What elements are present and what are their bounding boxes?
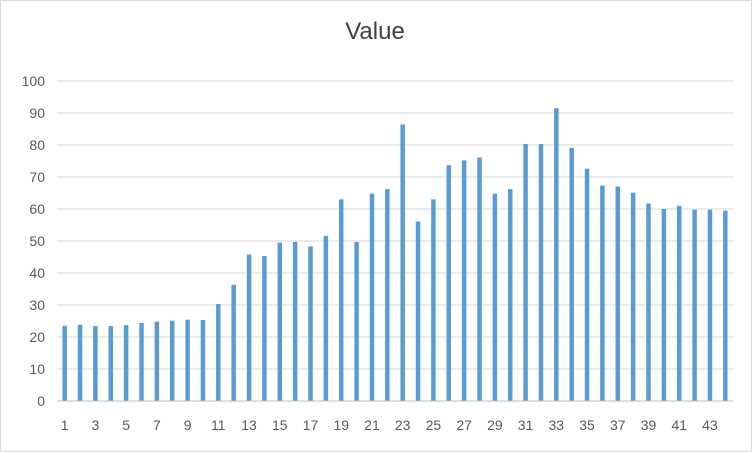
y-tick-label: 0 [37, 393, 45, 409]
bar [615, 186, 621, 401]
x-tick-label: 1 [61, 417, 69, 433]
bar [338, 199, 344, 401]
y-tick-label: 20 [29, 329, 45, 345]
x-tick-label: 23 [395, 417, 411, 433]
bar [200, 320, 206, 401]
x-tick-label: 21 [364, 417, 380, 433]
bar [246, 254, 252, 401]
bar [600, 185, 605, 401]
bar [216, 304, 221, 401]
bar [661, 209, 667, 401]
bar [369, 193, 375, 401]
x-tick-label: 17 [303, 417, 319, 433]
x-tick-label: 33 [549, 417, 565, 433]
bar [169, 320, 175, 401]
x-tick-label: 29 [487, 417, 503, 433]
x-tick-label: 31 [518, 417, 534, 433]
y-tick-label: 30 [29, 297, 45, 313]
x-tick-label: 25 [426, 417, 442, 433]
y-tick-label: 80 [29, 137, 45, 153]
bar [431, 199, 436, 401]
bar [262, 256, 267, 401]
x-tick-label: 13 [241, 417, 257, 433]
x-tick-label: 19 [333, 417, 349, 433]
bar [554, 108, 559, 401]
bar [584, 168, 590, 401]
bar [400, 124, 405, 402]
bar [123, 325, 129, 401]
y-tick-label: 90 [29, 105, 45, 121]
x-tick-label: 39 [641, 417, 657, 433]
x-tick-label: 35 [579, 417, 595, 433]
bar [108, 326, 114, 401]
bar [185, 319, 190, 401]
bar [523, 144, 528, 402]
x-tick-label: 3 [92, 417, 100, 433]
bar [415, 221, 421, 401]
bar [292, 241, 298, 401]
bar [93, 326, 98, 401]
chart-title: Value [345, 18, 405, 45]
bar [323, 235, 329, 401]
y-tick-label: 100 [22, 73, 46, 89]
bar [692, 209, 697, 401]
bar [139, 322, 144, 401]
x-tick-label: 37 [610, 417, 626, 433]
bar [477, 157, 482, 401]
bar [507, 189, 513, 401]
x-tick-label: 41 [671, 417, 687, 433]
y-tick-label: 40 [29, 265, 45, 281]
bar [154, 321, 160, 401]
x-tick-label: 15 [272, 417, 288, 433]
y-tick-label: 10 [29, 361, 45, 377]
bar [538, 144, 544, 402]
bar [231, 284, 236, 401]
bar [446, 165, 452, 401]
y-tick-label: 50 [29, 233, 45, 249]
bar [630, 192, 636, 401]
bar [569, 147, 574, 401]
bar [723, 210, 728, 401]
x-tick-label: 11 [211, 417, 226, 433]
x-tick-label: 27 [456, 417, 472, 433]
y-tick-label: 60 [29, 201, 45, 217]
bar [277, 242, 283, 401]
bar [354, 241, 359, 401]
bar [676, 205, 682, 401]
bar [385, 189, 390, 401]
bar [492, 193, 498, 401]
y-tick-label: 70 [29, 169, 45, 185]
x-tick-label: 7 [153, 417, 161, 433]
bar [461, 160, 467, 401]
x-tick-label: 5 [122, 417, 130, 433]
x-tick-label: 9 [184, 417, 192, 433]
bar [62, 325, 67, 401]
bar [77, 324, 83, 401]
x-tick-label: 43 [702, 417, 718, 433]
bar [646, 203, 651, 401]
bar [308, 246, 313, 401]
bar [707, 209, 713, 401]
